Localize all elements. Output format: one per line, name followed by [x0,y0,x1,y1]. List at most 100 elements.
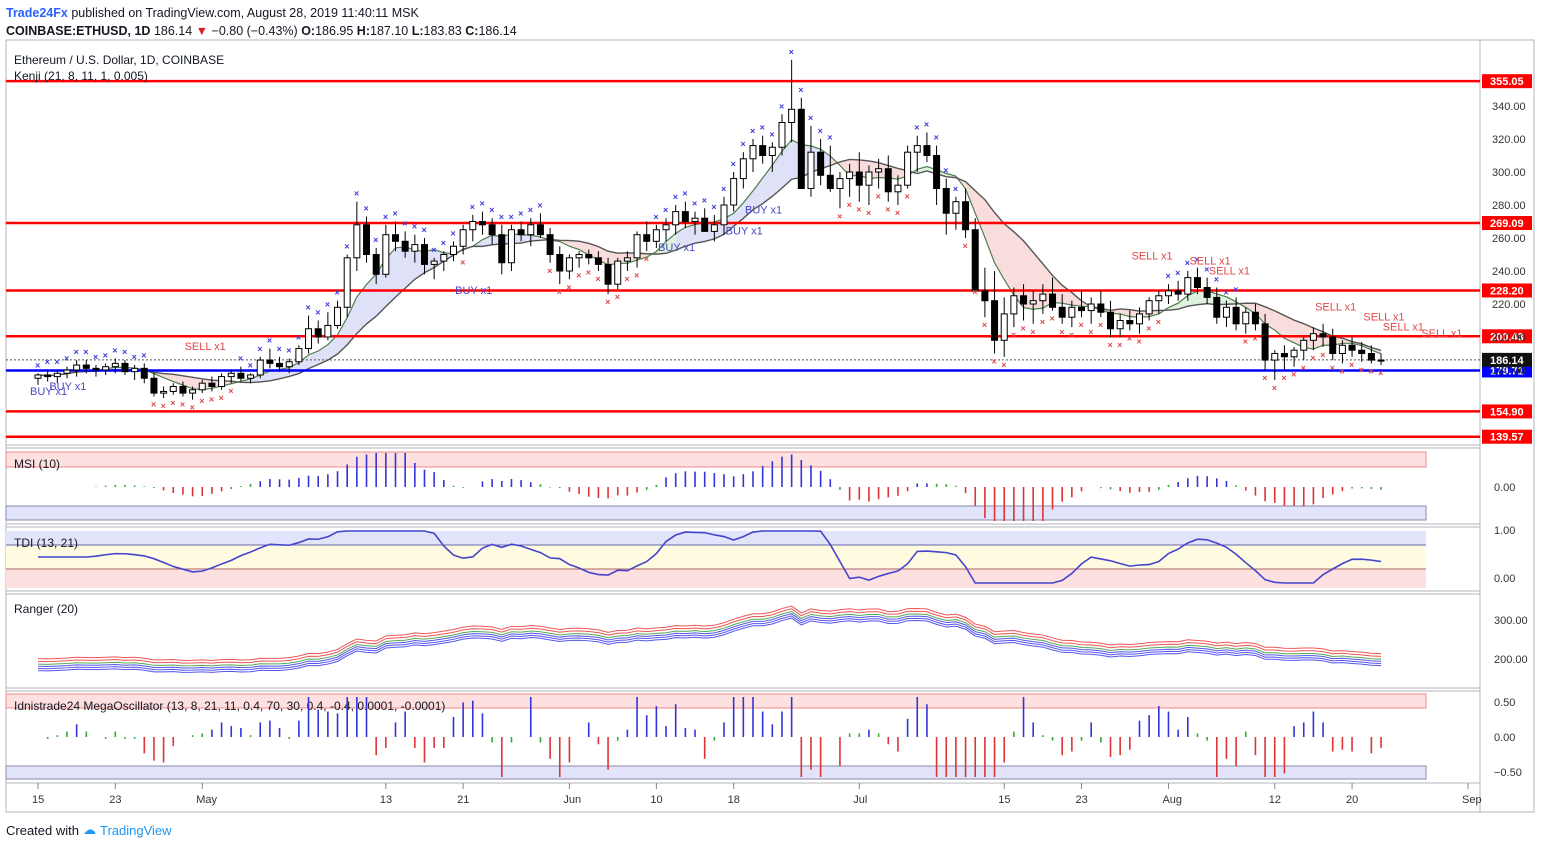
candle-body [837,179,843,189]
cloud-segment [985,200,995,263]
tdi-top-band [6,531,1426,545]
stop-mark: × [1108,340,1113,350]
candle-body [364,225,370,255]
stop-mark: × [1011,330,1016,340]
candle-body [914,146,920,153]
candle-body [286,362,292,367]
candle-body [557,255,563,272]
candle-body [1165,291,1171,296]
price-tag-text: 228.20 [1490,285,1524,297]
candle [383,225,389,278]
stop-mark: × [373,235,378,245]
stop-mark: × [702,195,707,205]
stop-mark: × [721,184,726,194]
price-tag-text: 355.05 [1490,76,1524,88]
stop-mark: × [508,212,513,222]
candle-body [1146,301,1152,314]
stop-mark: × [576,271,581,281]
candle-body [1136,314,1142,324]
candle-body [180,387,186,394]
candle [1108,301,1114,337]
candle-body [1281,354,1287,357]
candle-body [35,375,41,378]
candle [1378,354,1384,366]
panel-title: Ranger (20) [14,602,78,616]
candle [895,175,901,205]
candle [132,365,138,380]
candle-body [528,225,534,235]
stop-mark: × [663,205,668,215]
candle [1088,297,1094,323]
stop-mark: × [847,200,852,210]
signal-label: BUY x1 [30,386,67,398]
stop-mark: × [83,347,88,357]
candle [35,373,41,385]
candle-body [209,383,215,386]
candle-body [1301,340,1307,350]
stop-mark: × [450,228,455,238]
candle-body [441,255,447,262]
candle-body [1214,297,1220,317]
pane-frame [6,594,1480,688]
candle-body [769,147,775,155]
stop-mark: × [1059,327,1064,337]
candle [267,349,273,369]
chart-canvas[interactable]: × × × ×× × × × × × × ×× × × × ×× × ××××××× ××× ×××××××× ×× ×… [0,0,1541,849]
stop-mark: × [740,139,745,149]
stop-mark: × [499,212,504,222]
stop-mark: × [1165,271,1170,281]
stop-mark: × [1281,373,1286,383]
candle-body [54,373,60,376]
stop-mark: × [112,345,117,355]
candle [760,136,766,164]
price-axis: 355.05269.09228.20200.43179.71154.90139.… [1482,74,1532,779]
candle [963,189,969,239]
candle-body [112,363,118,366]
stop-mark: × [93,352,98,362]
stop-mark: × [1069,330,1074,340]
y-tick-320.00: 320.00 [1492,134,1526,146]
stop-mark: × [354,189,359,199]
y-tick-300.00: 300.00 [1492,167,1526,179]
candle-body [1252,312,1258,324]
price-tag-text: 269.09 [1490,218,1524,230]
stop-mark: × [634,271,639,281]
candle [344,255,350,318]
candle-body [460,230,466,247]
candle-body [818,152,824,175]
stop-mark: × [1320,350,1325,360]
candle-body [924,146,930,156]
stop-mark: × [914,123,919,133]
stop-mark: × [286,345,291,355]
candle [798,98,804,189]
stop-mark: × [673,192,678,202]
msi-top-band [6,452,1426,467]
candle-body [789,109,795,122]
stop-mark: × [248,360,253,370]
candle-body [856,172,862,185]
candle [673,205,679,235]
candle-body [151,378,157,393]
candle [450,241,456,261]
candle-body [1156,296,1162,301]
candle-body [1001,314,1007,340]
stop-mark: × [1079,320,1084,330]
stop-mark: × [54,357,59,367]
candle-body [325,325,331,337]
candle [537,213,543,238]
candle-body [383,235,389,275]
x-tick-Sep: Sep [1462,794,1482,806]
stop-mark: × [537,200,542,210]
candle-body [489,225,495,235]
tradingview-link[interactable]: TradingView [100,823,172,838]
candle-body [615,261,621,284]
stop-mark: × [1127,333,1132,343]
candle-body [354,225,360,258]
candle-body [605,264,611,284]
stop-mark: × [441,238,446,248]
candle-body [1050,294,1056,307]
panel-tick: 0.00 [1494,573,1515,585]
candle-body [566,258,572,271]
candle [663,218,669,241]
candle-body [228,373,234,376]
